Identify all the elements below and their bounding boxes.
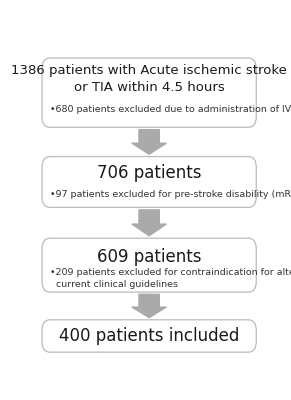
FancyArrow shape: [132, 210, 166, 236]
FancyBboxPatch shape: [42, 156, 256, 207]
FancyArrow shape: [132, 130, 166, 154]
FancyBboxPatch shape: [42, 58, 256, 127]
Text: 400 patients included: 400 patients included: [59, 327, 239, 345]
Text: •680 patients excluded due to administration of IV alteplase: •680 patients excluded due to administra…: [50, 106, 291, 114]
Text: 706 patients: 706 patients: [97, 164, 201, 182]
FancyArrow shape: [132, 294, 166, 318]
FancyBboxPatch shape: [42, 320, 256, 352]
Text: 609 patients: 609 patients: [97, 248, 201, 266]
Text: 1386 patients with Acute ischemic stroke
or TIA within 4.5 hours: 1386 patients with Acute ischemic stroke…: [11, 64, 287, 94]
Text: •97 patients excluded for pre-stroke disability (mRS 2-6): •97 patients excluded for pre-stroke dis…: [50, 190, 291, 199]
Text: •209 patients excluded for contraindication for alteplase in the
  current clini: •209 patients excluded for contraindicat…: [50, 268, 291, 289]
FancyBboxPatch shape: [42, 238, 256, 292]
